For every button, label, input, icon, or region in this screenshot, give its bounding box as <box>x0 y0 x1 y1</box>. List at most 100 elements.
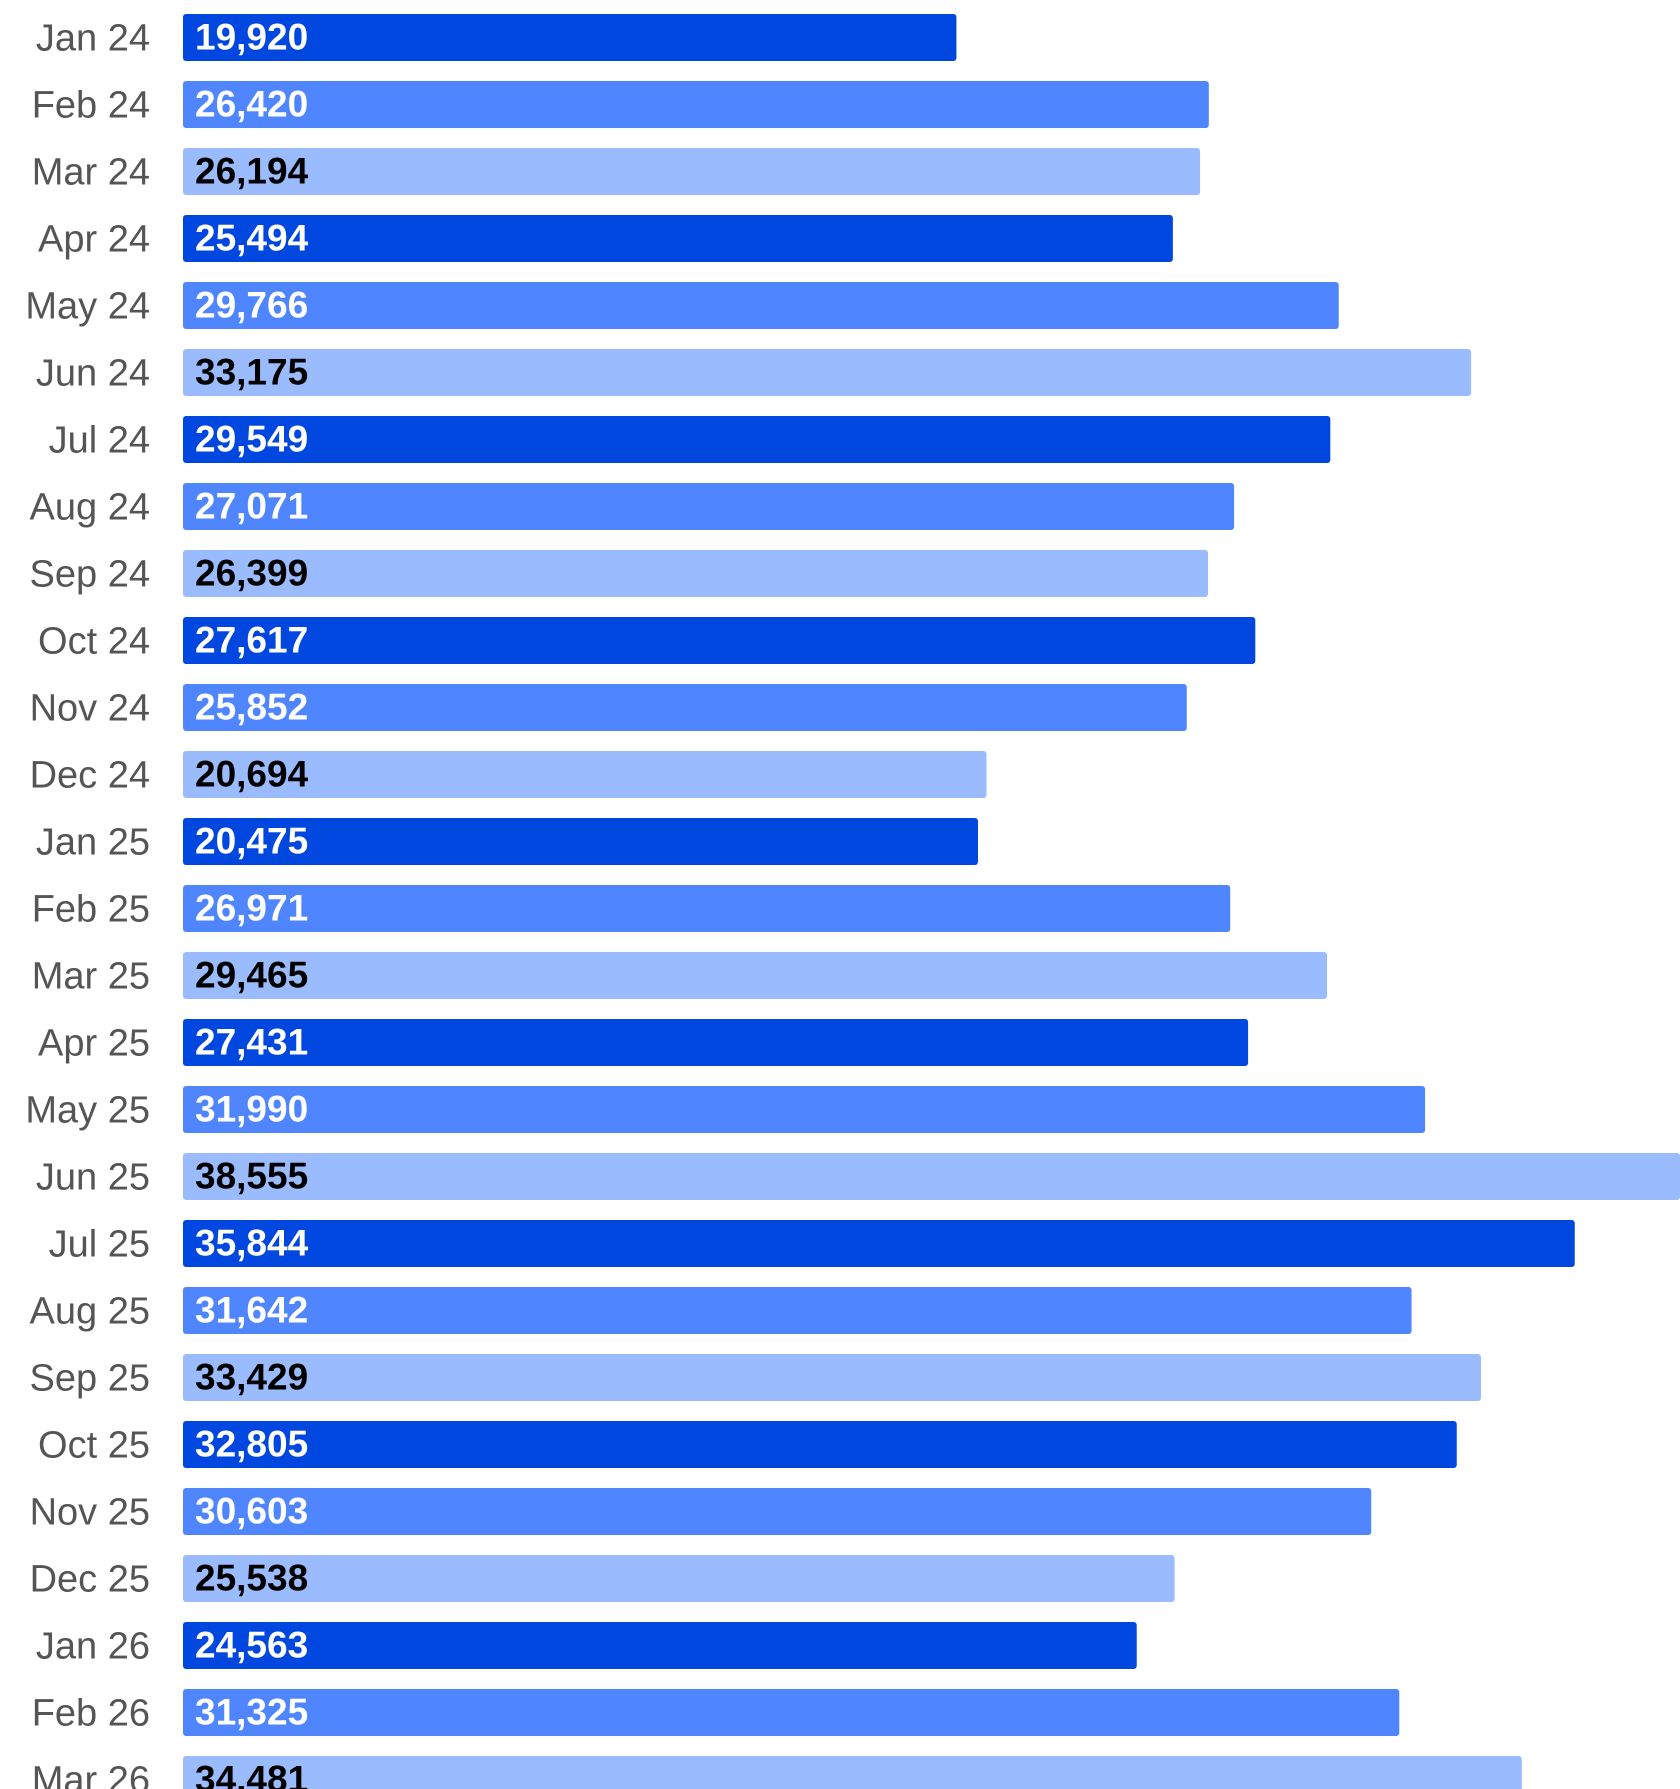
bar <box>183 1086 1426 1133</box>
bar-row-apr-25: Apr 25 27,431 <box>38 1019 1249 1066</box>
bar <box>183 282 1339 329</box>
value-label: 25,538 <box>195 1557 308 1598</box>
bar-row-aug-25: Aug 25 31,642 <box>30 1287 1412 1334</box>
bar <box>183 1354 1481 1401</box>
bar <box>183 1756 1522 1789</box>
category-label: Sep 25 <box>30 1358 150 1400</box>
category-label: May 24 <box>25 286 150 328</box>
bar <box>183 14 957 61</box>
bar <box>183 1555 1175 1602</box>
bar-row-jun-25: Jun 25 38,555 <box>36 1153 1680 1200</box>
bar-row-mar-25: Mar 25 29,465 <box>32 952 1328 999</box>
value-label: 33,175 <box>195 351 308 392</box>
value-label: 32,805 <box>195 1423 308 1464</box>
bar-row-mar-26: Mar 26 34,481 <box>32 1756 1522 1789</box>
bar-row-jul-24: Jul 24 29,549 <box>49 416 1331 463</box>
value-label: 19,920 <box>195 16 308 57</box>
category-label: Feb 26 <box>32 1693 150 1735</box>
value-label: 34,481 <box>195 1758 308 1789</box>
bar-row-oct-25: Oct 25 32,805 <box>38 1421 1457 1468</box>
value-label: 29,549 <box>195 418 308 459</box>
bar-row-jul-25: Jul 25 35,844 <box>49 1220 1575 1267</box>
value-label: 31,325 <box>195 1691 308 1732</box>
bar-row-feb-24: Feb 24 26,420 <box>32 81 1209 128</box>
value-label: 31,990 <box>195 1088 308 1129</box>
category-label: Nov 24 <box>30 688 150 730</box>
bar-row-oct-24: Oct 24 27,617 <box>38 617 1256 664</box>
value-label: 29,465 <box>195 954 308 995</box>
bar <box>183 885 1231 932</box>
category-label: Jun 25 <box>36 1157 150 1199</box>
category-label: May 25 <box>25 1090 150 1132</box>
bar <box>183 81 1209 128</box>
category-label: Apr 25 <box>38 1023 150 1065</box>
bar-row-jan-25: Jan 25 20,475 <box>36 818 978 865</box>
category-label: Nov 25 <box>30 1492 150 1534</box>
value-label: 26,420 <box>195 83 308 124</box>
bar <box>183 1287 1412 1334</box>
bar <box>183 550 1209 597</box>
category-label: Mar 26 <box>32 1760 150 1789</box>
category-label: Dec 24 <box>30 755 150 797</box>
bar-row-jan-26: Jan 26 24,563 <box>36 1622 1137 1669</box>
category-label: Jul 25 <box>49 1224 150 1266</box>
category-label: Mar 25 <box>32 956 150 998</box>
bar <box>183 416 1331 463</box>
bar <box>183 952 1328 999</box>
bar <box>183 1421 1457 1468</box>
category-label: Dec 25 <box>30 1559 150 1601</box>
bar-row-aug-24: Aug 24 27,071 <box>30 483 1235 530</box>
value-label: 20,694 <box>195 753 309 794</box>
bar <box>183 483 1235 530</box>
category-label: Jan 24 <box>36 18 150 60</box>
category-label: Oct 25 <box>38 1425 150 1467</box>
bar <box>183 1019 1249 1066</box>
bar-row-sep-24: Sep 24 26,399 <box>30 550 1209 597</box>
value-label: 24,563 <box>195 1624 308 1665</box>
category-label: Jan 25 <box>36 822 150 864</box>
category-label: Aug 24 <box>30 487 150 529</box>
bar <box>183 215 1173 262</box>
bar-row-feb-26: Feb 26 31,325 <box>32 1689 1400 1736</box>
bar <box>183 148 1201 195</box>
category-label: Mar 24 <box>32 152 150 194</box>
bar-row-dec-24: Dec 24 20,694 <box>30 751 987 798</box>
value-label: 26,194 <box>195 150 309 191</box>
bar <box>183 684 1187 731</box>
bar-row-may-24: May 24 29,766 <box>25 282 1339 329</box>
bar <box>183 349 1472 396</box>
bar-row-nov-24: Nov 24 25,852 <box>30 684 1187 731</box>
value-label: 25,852 <box>195 686 308 727</box>
category-label: Jul 24 <box>49 420 150 462</box>
value-label: 38,555 <box>195 1155 308 1196</box>
category-label: Jan 26 <box>36 1626 150 1668</box>
bar <box>183 1689 1400 1736</box>
category-label: Jun 24 <box>36 353 150 395</box>
bar <box>183 1622 1137 1669</box>
bar-row-may-25: May 25 31,990 <box>25 1086 1426 1133</box>
category-label: Aug 25 <box>30 1291 150 1333</box>
value-label: 31,642 <box>195 1289 308 1330</box>
value-label: 29,766 <box>195 284 308 325</box>
bar-row-jan-24: Jan 24 19,920 <box>36 14 957 61</box>
category-label: Feb 24 <box>32 85 150 127</box>
bar <box>183 1153 1680 1200</box>
bar <box>183 751 987 798</box>
value-label: 26,399 <box>195 552 308 593</box>
category-label: Sep 24 <box>30 554 150 596</box>
bar-row-jun-24: Jun 24 33,175 <box>36 349 1472 396</box>
category-label: Apr 24 <box>38 219 150 261</box>
bar-row-dec-25: Dec 25 25,538 <box>30 1555 1175 1602</box>
bar <box>183 1220 1575 1267</box>
value-label: 33,429 <box>195 1356 308 1397</box>
value-label: 26,971 <box>195 887 308 928</box>
value-label: 30,603 <box>195 1490 308 1531</box>
bar-row-sep-25: Sep 25 33,429 <box>30 1354 1481 1401</box>
value-label: 27,071 <box>195 485 308 526</box>
bar <box>183 1488 1372 1535</box>
category-label: Oct 24 <box>38 621 150 663</box>
bar-row-nov-25: Nov 25 30,603 <box>30 1488 1372 1535</box>
bar <box>183 617 1256 664</box>
